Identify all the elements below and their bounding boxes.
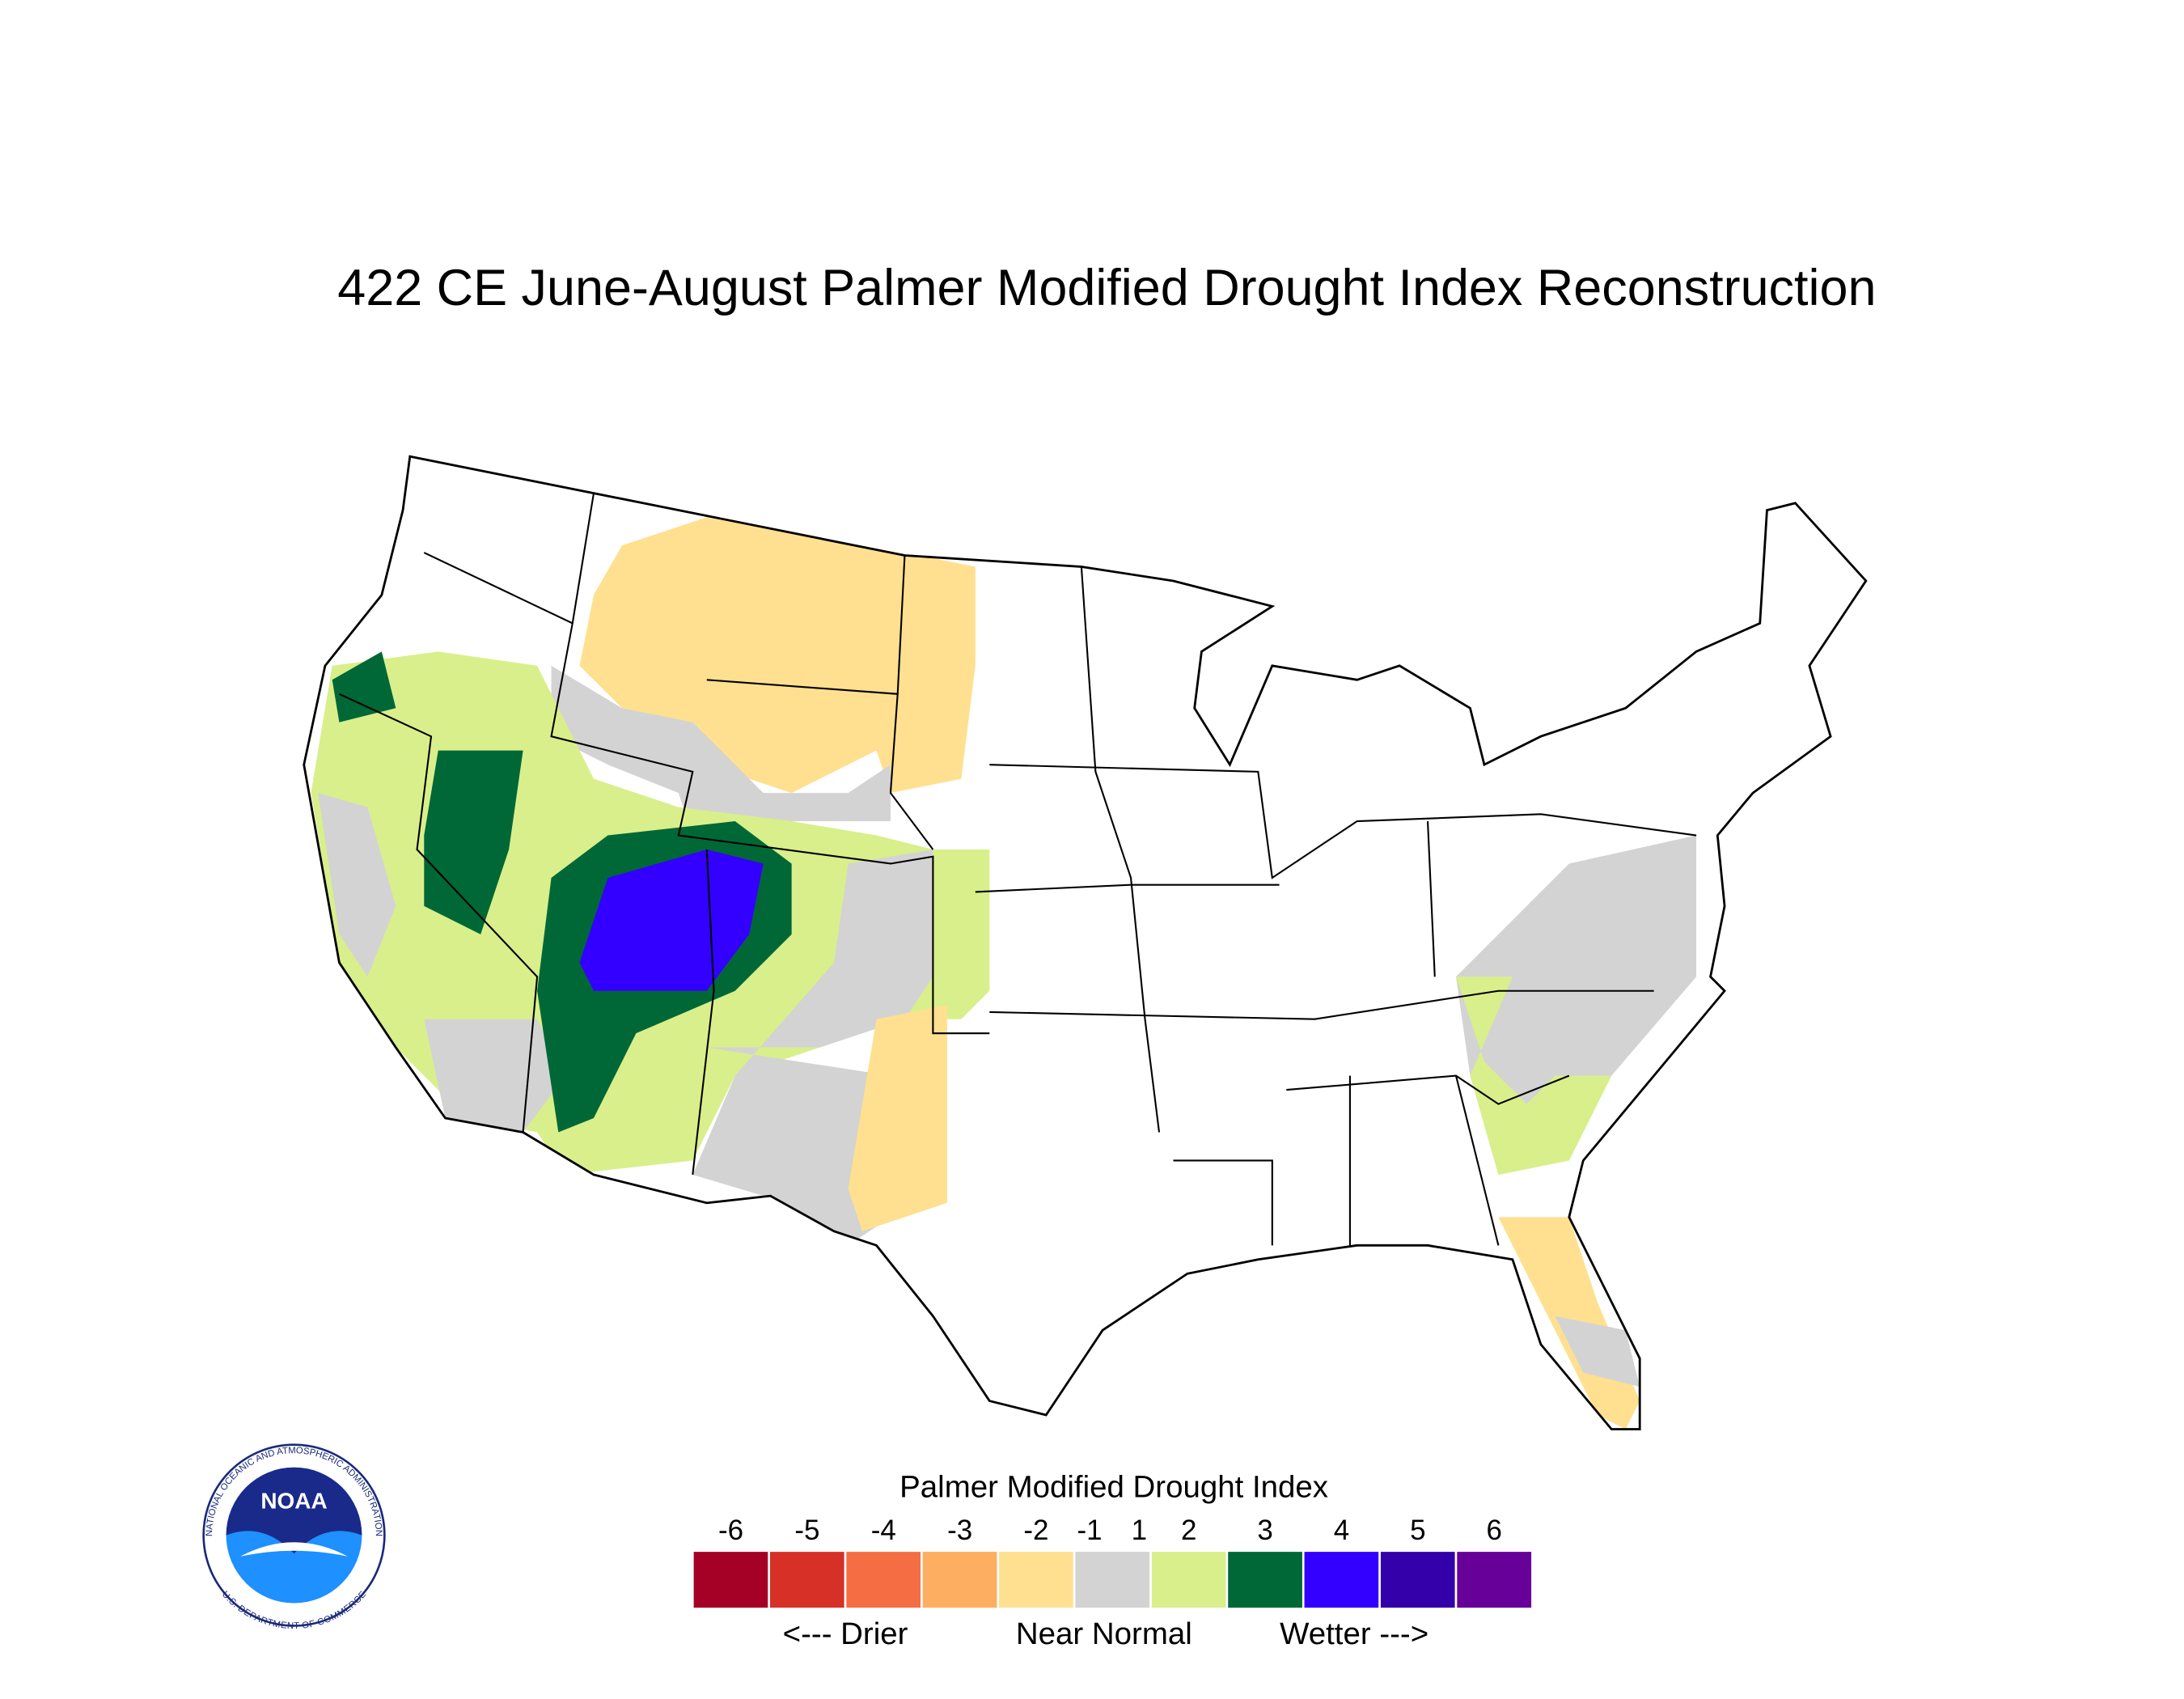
patch (318, 793, 396, 977)
noaa-logo: NOAA NATIONAL OCEANIC AND ATMOSPHERIC AD… (202, 1443, 386, 1631)
legend-tick-label: 3 (1257, 1515, 1272, 1546)
legend-swatch (691, 1549, 770, 1610)
legend-tick-label: 2 (1181, 1515, 1196, 1546)
legend-tick-label: -4 (871, 1515, 896, 1546)
logo-top (226, 1467, 362, 1554)
patch (424, 750, 523, 934)
legend-tick-label: -1 (1077, 1515, 1102, 1546)
legend: Palmer Modified Drought Index -6 -5 -4 -3 -2… (691, 1469, 1534, 1651)
patch (1456, 835, 1697, 1175)
patch (1555, 1316, 1640, 1388)
patch (332, 651, 396, 722)
state-borders (338, 493, 1697, 1246)
legend-tick-label: 1 (1132, 1515, 1147, 1546)
logo-bird (240, 1542, 348, 1557)
legend-tick-label: 5 (1410, 1515, 1425, 1546)
legend-swatch (1149, 1549, 1229, 1610)
patch (579, 517, 976, 794)
legend-swatch (1454, 1549, 1534, 1610)
legend-swatch (997, 1549, 1076, 1610)
legend-swatch (1302, 1549, 1381, 1610)
legend-swatch (844, 1549, 923, 1610)
legend-swatch (768, 1549, 847, 1610)
legend-swatch (1225, 1549, 1305, 1610)
patch (848, 1005, 947, 1231)
legend-swatch (1378, 1549, 1458, 1610)
legend-swatch (921, 1549, 1000, 1610)
logo-text: NOAA (260, 1488, 327, 1513)
legend-title: Palmer Modified Drought Index (899, 1469, 1328, 1504)
patch (551, 665, 891, 836)
legend-tick-label: -6 (718, 1515, 743, 1546)
legend-tick-label: 4 (1334, 1515, 1349, 1546)
patch (1456, 977, 1612, 1175)
legend-swatch (1073, 1549, 1152, 1610)
map-title: 422 CE June-August Palmer Modified Droug… (337, 260, 1876, 316)
legend-tick-label: 6 (1486, 1515, 1501, 1546)
legend-caption: <--- Drier (783, 1616, 908, 1651)
legend-tick-label: -3 (947, 1515, 972, 1546)
legend-tick-label: -5 (794, 1515, 819, 1546)
legend-caption: Wetter ---> (1280, 1616, 1428, 1651)
legend-tick-label: -2 (1023, 1515, 1048, 1546)
drought-patches (311, 517, 1697, 1430)
legend-caption: Near Normal (1016, 1616, 1192, 1651)
patch (579, 850, 764, 991)
